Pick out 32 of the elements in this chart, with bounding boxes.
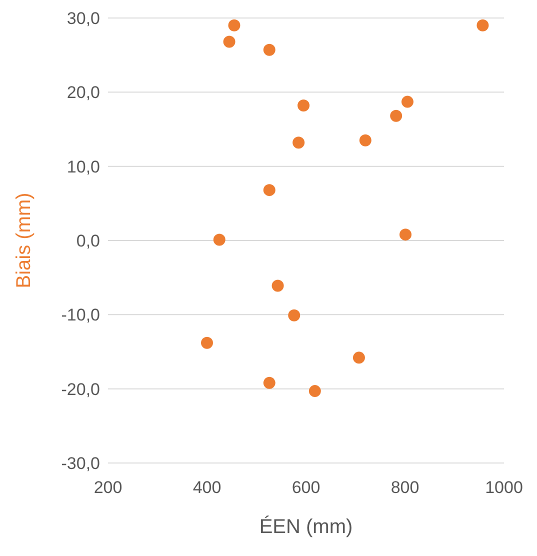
point (352, 352, 365, 364)
point (308, 385, 321, 398)
x-tick-label: 200 (94, 478, 122, 498)
point (401, 96, 414, 108)
point (201, 336, 213, 349)
y-tick-label: -30,0 (61, 454, 100, 474)
x-axis-title: ÉEN (mm) (259, 515, 353, 538)
x-tick-label: 1000 (485, 478, 523, 498)
y-tick-label: -10,0 (61, 306, 100, 325)
point (359, 134, 372, 146)
point (399, 228, 412, 241)
point (263, 184, 276, 196)
point (272, 280, 284, 292)
point (292, 136, 305, 149)
x-tick-label: 800 (390, 478, 420, 498)
point (223, 36, 236, 48)
point (263, 44, 276, 56)
y-tick-label: 20,0 (66, 83, 100, 102)
y-tick-label: -20,0 (61, 380, 100, 399)
point (288, 309, 300, 322)
x-tick-label: 600 (292, 478, 320, 498)
x-tick-label: 400 (192, 478, 222, 498)
point (228, 19, 240, 32)
point (476, 19, 489, 32)
y-tick-label: 30,0 (66, 9, 100, 28)
point (390, 110, 402, 122)
point (263, 376, 276, 389)
point (213, 234, 226, 246)
y-axis-title: Biais (mm) (13, 192, 36, 288)
point (298, 100, 310, 112)
y-tick-label: 10,0 (66, 157, 100, 176)
y-tick-label: 0,0 (76, 232, 100, 251)
